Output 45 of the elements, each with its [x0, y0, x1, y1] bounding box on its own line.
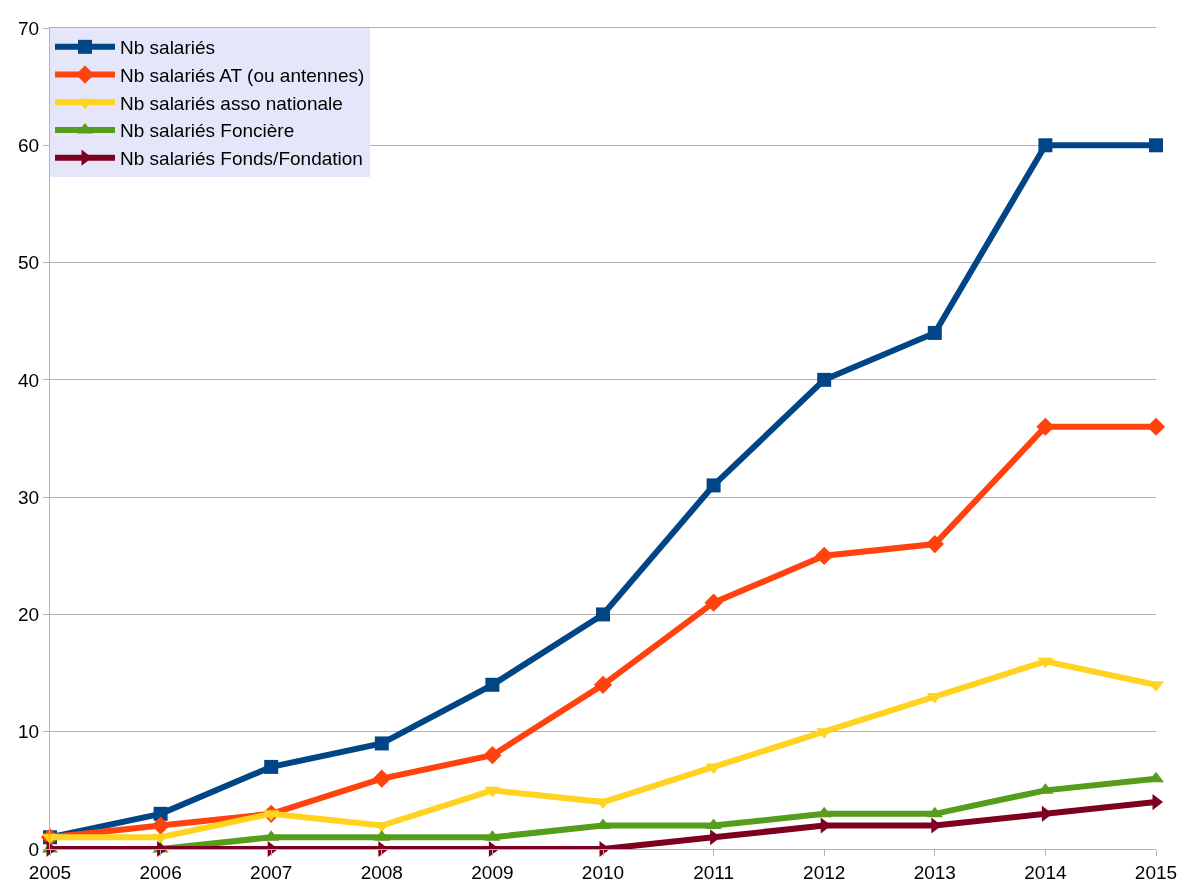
point [151, 816, 170, 835]
y-tick-label: 10 [18, 721, 40, 743]
x-tick-label: 2013 [913, 861, 956, 883]
x-tick-label: 2009 [471, 861, 514, 883]
point [927, 325, 942, 340]
x-tick-label: 2014 [1024, 861, 1067, 883]
point [1037, 657, 1054, 669]
y-tick-label: 40 [18, 369, 40, 391]
legend-label: Nb salariés Foncière [120, 120, 295, 142]
y-tick-label: 70 [18, 17, 40, 39]
x-tick-label: 2011 [693, 861, 735, 883]
point [1149, 138, 1163, 153]
legend-label: Nb salariés Fonds/Fondation [120, 148, 363, 170]
x-tick-label: 2015 [1134, 861, 1178, 883]
point [264, 759, 279, 774]
legend-label: Nb salariés asso nationale [120, 92, 343, 114]
point [374, 736, 389, 751]
point [593, 675, 613, 694]
point [372, 769, 391, 788]
y-tick-label: 50 [18, 252, 40, 274]
x-tick-label: 2010 [581, 861, 625, 883]
point [485, 677, 500, 692]
x-tick-label: 2005 [28, 861, 72, 883]
x-tick-label: 2006 [139, 861, 182, 883]
x-tick-label: 2008 [360, 861, 403, 883]
y-tick-label: 30 [18, 486, 40, 508]
point [484, 786, 501, 798]
point [817, 372, 832, 387]
point [705, 818, 722, 830]
point [925, 534, 944, 554]
y-tick-label: 20 [18, 604, 40, 626]
x-tick-label: 2012 [803, 861, 846, 883]
point [483, 746, 502, 765]
point [706, 478, 721, 493]
legend-label: Nb salariés [120, 37, 216, 59]
point [816, 806, 833, 818]
point [1038, 138, 1053, 153]
point [926, 806, 943, 818]
x-tick-label: 2007 [250, 861, 293, 883]
point [1146, 417, 1166, 436]
point [596, 607, 610, 622]
legend-label: Nb salariés AT (ou antennes) [120, 64, 365, 86]
y-tick-label: 0 [28, 838, 40, 860]
y-tick-label: 60 [18, 134, 40, 156]
point [704, 593, 723, 612]
